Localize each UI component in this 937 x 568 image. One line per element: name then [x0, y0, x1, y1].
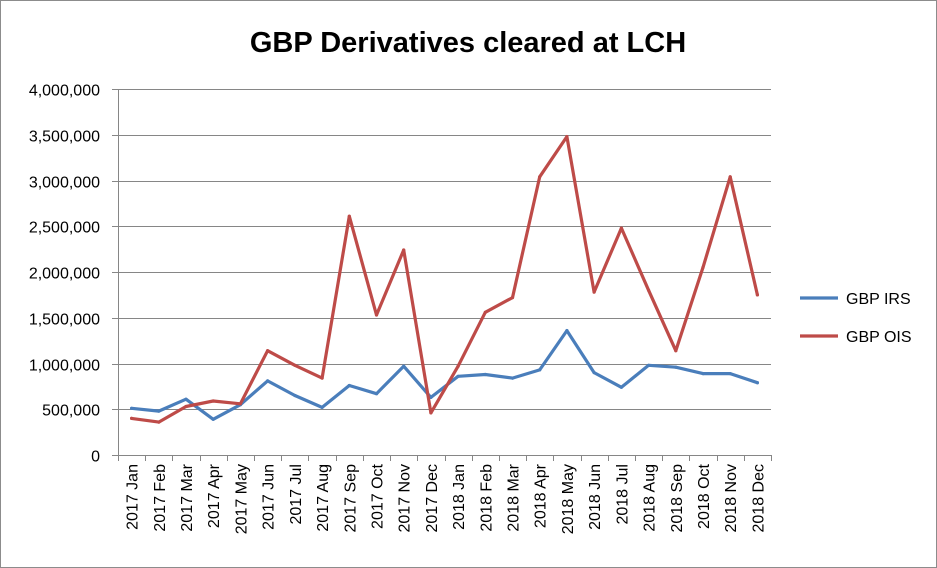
data-point — [538, 175, 542, 179]
y-tick-label: 2,500,000 — [29, 220, 100, 237]
gridlines — [118, 89, 771, 410]
x-tick-label: 2018 Mar — [506, 463, 523, 531]
data-point — [266, 379, 270, 383]
y-tick-label: 1,500,000 — [29, 312, 100, 329]
x-tick-label: 2017 Feb — [152, 464, 169, 532]
data-point — [157, 409, 161, 413]
data-point — [238, 402, 242, 406]
data-point — [374, 313, 379, 317]
data-point — [755, 381, 760, 385]
data-point — [565, 329, 569, 333]
data-point — [293, 393, 297, 398]
x-tick-label: 2017 Sep — [342, 464, 359, 533]
x-tick-label: 2017 Jul — [288, 464, 305, 525]
y-tick-label: 2,000,000 — [29, 266, 100, 283]
x-tick-label: 2018 Sep — [669, 464, 686, 533]
x-tick-label: 2018 Aug — [642, 464, 659, 532]
y-tick-label: 3,500,000 — [29, 129, 100, 146]
data-point — [619, 385, 624, 389]
data-point — [483, 310, 487, 314]
data-point — [619, 226, 624, 230]
data-point — [429, 411, 433, 415]
x-tick-label: 2017 Dec — [424, 464, 441, 533]
data-point — [647, 288, 651, 292]
legend-label: GBP OIS — [846, 329, 912, 346]
y-tick-label: 3,000,000 — [29, 175, 100, 192]
data-point — [320, 376, 324, 380]
x-tick-label: 2017 Oct — [369, 463, 386, 528]
x-tick-label: 2017 Mar — [179, 463, 196, 531]
y-axis-ticks: 0 500,000 1,000,000 1,500,000 2,000,000 2,500… — [29, 83, 118, 466]
x-tick-label: 2018 Dec — [750, 464, 767, 533]
series-line-0 — [130, 329, 760, 421]
data-point — [510, 296, 515, 300]
data-point — [647, 363, 651, 367]
data-point — [184, 397, 188, 401]
data-point — [592, 290, 596, 294]
x-tick-label: 2018 Jul — [614, 464, 631, 525]
x-tick-label: 2018 Jun — [587, 464, 604, 530]
data-point — [429, 395, 433, 399]
data-point — [211, 399, 215, 403]
x-tick-label: 2018 Nov — [723, 464, 740, 533]
data-point — [674, 349, 678, 353]
y-tick-label: 4,000,000 — [29, 83, 100, 100]
chart-title: GBP Derivatives cleared at LCH — [250, 27, 686, 59]
series-lines — [130, 135, 760, 424]
data-point — [130, 406, 134, 410]
data-point — [293, 363, 297, 367]
x-tick-label: 2018 Oct — [696, 463, 713, 528]
legend: GBP IRS GBP OIS — [800, 291, 912, 346]
data-point — [456, 364, 460, 368]
data-point — [728, 372, 732, 376]
x-tick-label: 2018 Jan — [451, 464, 468, 530]
data-point — [320, 405, 324, 409]
data-point — [347, 214, 351, 218]
x-tick-label: 2018 May — [560, 464, 577, 534]
data-point — [592, 371, 596, 375]
data-point — [184, 404, 188, 409]
y-tick-label: 0 — [91, 449, 100, 466]
data-point — [374, 392, 379, 396]
data-point — [728, 175, 732, 179]
data-point — [157, 420, 161, 424]
y-tick-label: 1,000,000 — [29, 358, 100, 375]
data-point — [538, 368, 542, 372]
x-tick-label: 2018 Feb — [478, 464, 495, 532]
data-point — [211, 417, 215, 421]
x-tick-label: 2018 Apr — [533, 463, 550, 528]
data-point — [701, 372, 705, 376]
data-point — [402, 364, 406, 368]
legend-label: GBP IRS — [846, 291, 911, 308]
data-point — [402, 248, 406, 252]
data-point — [130, 416, 134, 420]
data-point — [701, 265, 705, 269]
y-tick-label: 500,000 — [42, 403, 100, 420]
data-point — [565, 135, 569, 139]
x-tick-label: 2017 Apr — [206, 463, 223, 528]
data-point — [674, 365, 678, 369]
data-point — [456, 374, 460, 378]
x-tick-label: 2017 May — [233, 464, 250, 534]
data-point — [483, 372, 487, 377]
data-point — [755, 293, 760, 297]
x-tick-label: 2017 Aug — [315, 464, 332, 532]
x-tick-label: 2017 Jun — [261, 464, 278, 530]
data-point — [510, 376, 515, 380]
data-point — [347, 383, 351, 388]
data-point — [266, 349, 270, 353]
x-tick-label: 2017 Nov — [397, 464, 414, 533]
series-line-1 — [130, 135, 760, 424]
x-tick-label: 2017 Jan — [125, 464, 142, 530]
x-axis-ticks: 2017 Jan 2017 Feb 2017 Mar 2017 Apr 2017 May… — [118, 455, 772, 534]
